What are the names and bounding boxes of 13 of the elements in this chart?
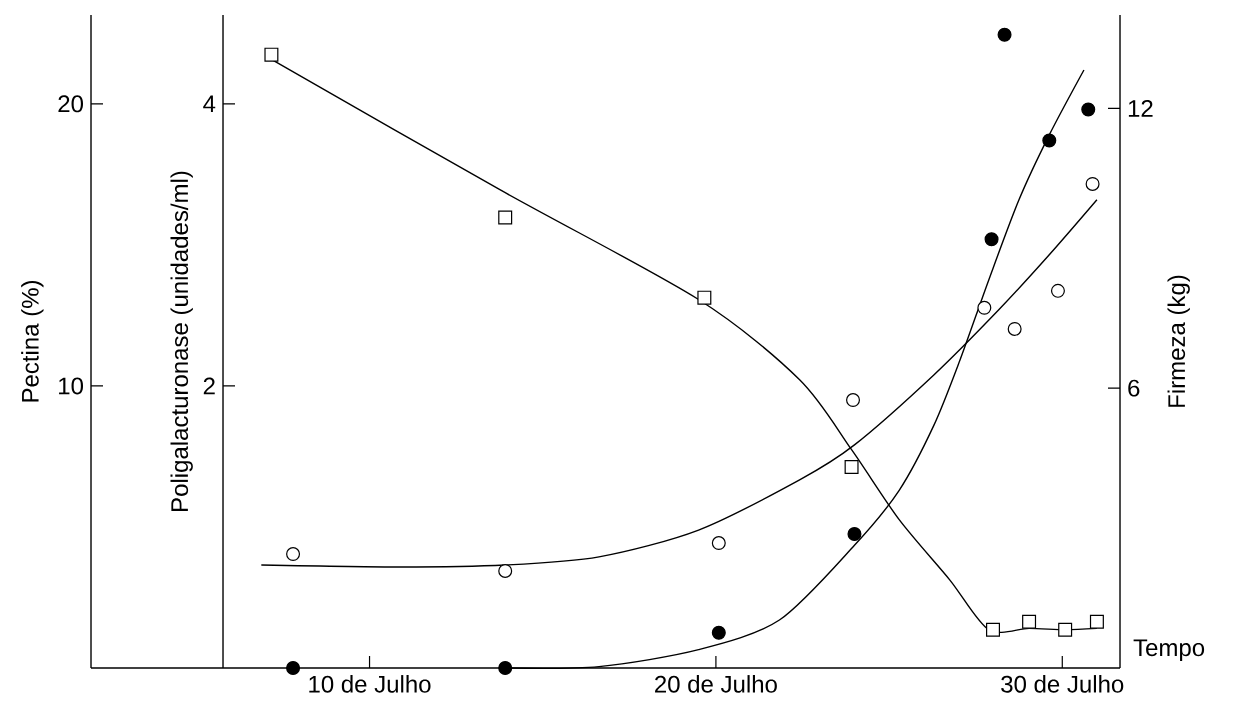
y-axis-title: Poligalacturonase (unidades/ml) <box>170 171 193 511</box>
x-tick-label: 30 de Julho <box>1001 675 1124 693</box>
y3-axis-title: Pectina (%) <box>21 281 44 402</box>
x-axis-title: Tempo <box>1133 639 1205 661</box>
x-tick-label: 10 de Julho <box>309 675 431 693</box>
y2-tick-label: 6 <box>1128 379 1140 397</box>
y3-tick-label: 20 <box>58 95 84 113</box>
y-tick-label: 4 <box>203 95 216 113</box>
x-tick-label: 20 de Julho <box>655 675 777 693</box>
y-tick-label: 2 <box>203 377 215 395</box>
y2-tick-label: 12 <box>1128 99 1153 117</box>
y2-axis-title: Firmeza (kg) <box>1167 275 1190 407</box>
y3-tick-label: 10 <box>59 377 84 395</box>
